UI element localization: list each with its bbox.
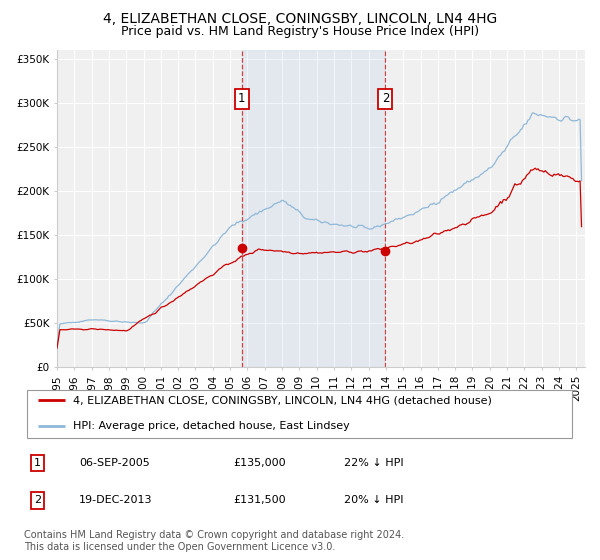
Text: Contains HM Land Registry data © Crown copyright and database right 2024.: Contains HM Land Registry data © Crown c… bbox=[24, 530, 404, 540]
Text: 06-SEP-2005: 06-SEP-2005 bbox=[79, 458, 150, 468]
Text: This data is licensed under the Open Government Licence v3.0.: This data is licensed under the Open Gov… bbox=[24, 542, 335, 552]
Text: 20% ↓ HPI: 20% ↓ HPI bbox=[344, 496, 404, 506]
Text: Price paid vs. HM Land Registry's House Price Index (HPI): Price paid vs. HM Land Registry's House … bbox=[121, 25, 479, 38]
Text: HPI: Average price, detached house, East Lindsey: HPI: Average price, detached house, East… bbox=[73, 421, 349, 431]
Text: 19-DEC-2013: 19-DEC-2013 bbox=[79, 496, 152, 506]
Text: 22% ↓ HPI: 22% ↓ HPI bbox=[344, 458, 404, 468]
Text: 4, ELIZABETHAN CLOSE, CONINGSBY, LINCOLN, LN4 4HG (detached house): 4, ELIZABETHAN CLOSE, CONINGSBY, LINCOLN… bbox=[73, 395, 491, 405]
Text: 2: 2 bbox=[34, 496, 41, 506]
Text: £131,500: £131,500 bbox=[234, 496, 286, 506]
FancyBboxPatch shape bbox=[27, 390, 572, 438]
Text: 4, ELIZABETHAN CLOSE, CONINGSBY, LINCOLN, LN4 4HG: 4, ELIZABETHAN CLOSE, CONINGSBY, LINCOLN… bbox=[103, 12, 497, 26]
Bar bbox=[242, 50, 385, 367]
Text: 1: 1 bbox=[34, 458, 41, 468]
Text: 1: 1 bbox=[238, 92, 245, 105]
Text: £135,000: £135,000 bbox=[234, 458, 286, 468]
Text: 2: 2 bbox=[382, 92, 389, 105]
